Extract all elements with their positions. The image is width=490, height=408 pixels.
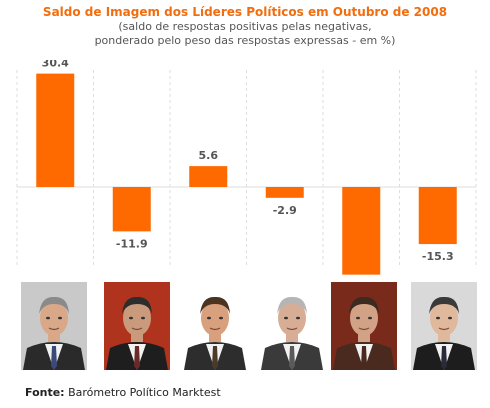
chart-subtitle: (saldo de respostas positivas pelas nega… xyxy=(0,20,490,48)
bar-label-2: -11.9 xyxy=(116,237,148,250)
chart-title: Saldo de Imagem dos Líderes Políticos em… xyxy=(42,5,448,19)
leader-photo-6 xyxy=(411,282,477,370)
bar-1 xyxy=(36,73,75,187)
source-note: Fonte: Barómetro Político Marktest xyxy=(25,386,221,399)
leader-photo-2 xyxy=(104,282,170,370)
bar-6 xyxy=(418,187,457,245)
bar-label-4: -2.9 xyxy=(273,204,297,217)
bar-chart: 30.4-11.95.6-2.9-23.5-15.3 xyxy=(16,60,477,275)
bar-4 xyxy=(265,187,304,198)
bar-label-1: 30.4 xyxy=(42,60,69,70)
subtitle-line-1: (saldo de respostas positivas pelas nega… xyxy=(118,20,372,33)
bar-2 xyxy=(112,187,151,232)
leader-photo-4 xyxy=(259,282,325,370)
bar-label-3: 5.6 xyxy=(199,149,219,162)
subtitle-line-2: ponderado pelo peso das respostas expres… xyxy=(94,34,396,47)
bar-label-6: -15.3 xyxy=(422,250,454,263)
bar-3 xyxy=(189,166,228,187)
source-label: Fonte: xyxy=(25,386,65,399)
leader-photo-1 xyxy=(21,282,87,370)
leader-photo-3 xyxy=(182,282,248,370)
leader-photo-5 xyxy=(331,282,397,370)
bar-5 xyxy=(342,187,381,275)
source-text: Barómetro Político Marktest xyxy=(68,386,221,399)
